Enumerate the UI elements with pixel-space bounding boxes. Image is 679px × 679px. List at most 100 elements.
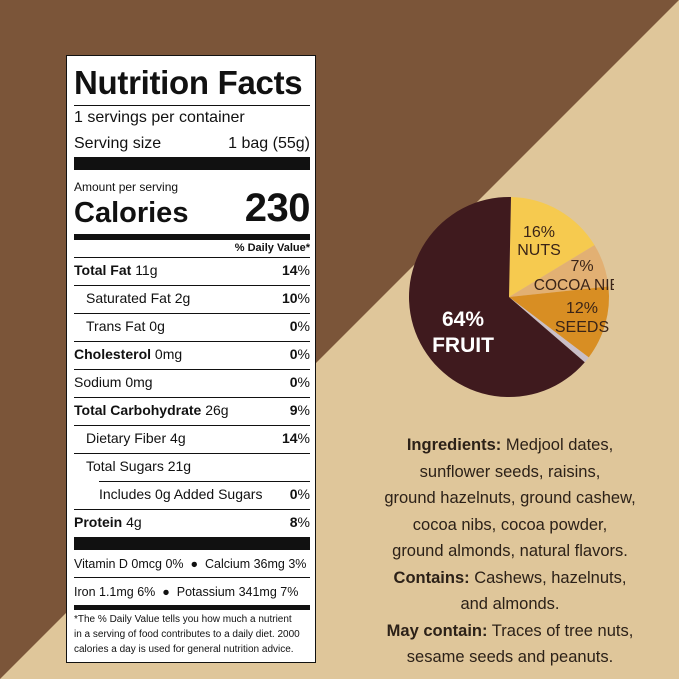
divider-thick: [74, 537, 310, 550]
divider: [74, 313, 310, 314]
nutrient-amount: 21g: [167, 458, 192, 474]
nutrient-row-trans-fat: Trans Fat 0g: [86, 318, 322, 334]
nutrient-label: Total Carbohydrate: [74, 402, 202, 418]
nutrient-row-protein: Protein 4g 8%: [74, 514, 310, 530]
ingredients-line-4: cocoa nibs, cocoa powder,: [412, 515, 608, 534]
nutrient-row-added-sugars: Includes 0g Added Sugars: [99, 486, 310, 502]
pie-slice-fruit: [409, 197, 585, 397]
pie-label-cocoa-value: 7%: [570, 258, 593, 275]
nutrient-label: Total Sugars: [86, 458, 164, 474]
ingredients-text: Medjool dates,: [501, 436, 614, 454]
divider: [99, 481, 310, 482]
contains-line-2: and almonds.: [460, 595, 560, 613]
footnote-line-3: calories a day is used for general nutri…: [74, 644, 294, 655]
percent-sign: %: [297, 402, 310, 418]
footnote-line-1: *The % Daily Value tells you how much a …: [74, 614, 292, 625]
divider-medium: [74, 605, 310, 610]
may-contain-line-2: sesame seeds and peanuts.: [406, 648, 614, 666]
divider: [74, 509, 310, 510]
ingredients-block: Ingredients: Medjool dates, sunflower se…: [362, 432, 658, 671]
nutrient-label: Trans Fat: [86, 318, 146, 334]
nutrient-dv: 0: [289, 486, 298, 502]
serving-size-row: Serving size 1 bag (55g): [74, 135, 310, 153]
pie-slice-cocoa-nibs: [509, 245, 609, 297]
divider: [74, 397, 310, 398]
nutrient-label: Protein: [74, 514, 123, 530]
nutrient-amount: 4g: [126, 514, 142, 530]
nutrient-row-saturated-fat: Saturated Fat 2g: [86, 290, 322, 306]
ingredients-line-1: Ingredients: Medjool dates,: [362, 432, 658, 459]
calories-value: 230: [244, 186, 311, 230]
percent-sign: %: [297, 374, 310, 390]
contains-label: Contains:: [393, 568, 470, 587]
percent-sign: %: [297, 318, 310, 334]
percent-sign: %: [297, 430, 310, 446]
nutrient-label: Saturated Fat: [86, 290, 171, 306]
serving-size-label: Serving size: [74, 135, 162, 152]
percent-sign: %: [297, 486, 310, 502]
pie-label-fruit: FRUIT: [432, 334, 494, 357]
may-contain-line-1: May contain: Traces of tree nuts,: [362, 618, 658, 645]
nutrient-row-cholesterol: Cholesterol 0mg 0%: [74, 346, 310, 362]
nutrient-row-total-carbohydrate: Total Carbohydrate 26g 9%: [74, 402, 310, 418]
nutrient-row-total-fat: Total Fat 11g 14%: [74, 262, 310, 278]
divider: [74, 341, 310, 342]
nutrition-title: Nutrition Facts: [74, 64, 303, 101]
nutrient-dv: 0: [289, 374, 298, 390]
vitamin-line: Vitamin D 0mcg 0% ● Calcium 36mg 3%: [74, 557, 307, 571]
nutrient-dv: 9: [289, 402, 298, 418]
nutrient-dv: 14: [281, 262, 298, 278]
nutrient-amount: 11g: [135, 262, 158, 278]
nutrient-dv: 0: [289, 318, 298, 334]
serving-size-value: 1 bag (55g): [228, 135, 310, 152]
divider-thick: [74, 157, 310, 170]
nutrient-label: Sodium: [74, 374, 122, 390]
nutrient-dv-added-sugars: 0%: [74, 486, 310, 502]
nutrient-dv: 14: [281, 430, 298, 446]
percent-sign: %: [297, 346, 310, 362]
contains-line-1: Contains: Cashews, hazelnuts,: [362, 565, 658, 592]
pie-label-nuts: NUTS: [517, 242, 561, 259]
nutrient-label: Dietary Fiber: [86, 430, 167, 446]
divider: [74, 257, 310, 258]
nutrient-dv-trans-fat: 0%: [74, 318, 310, 334]
composition-pie-chart: 16% NUTS 7% COCOA NIBS 12% SEEDS 64% FRU…: [409, 197, 614, 397]
ingredients-line-5: ground almonds, natural flavors.: [392, 542, 628, 560]
pie-label-seeds-value: 12%: [566, 300, 598, 317]
divider: [74, 285, 310, 286]
contains-text: Cashews, hazelnuts,: [469, 568, 627, 587]
divider: [74, 425, 310, 426]
nutrient-dv: 0: [289, 346, 298, 362]
nutrient-label: Cholesterol: [74, 346, 152, 362]
may-contain-text: Traces of tree nuts,: [487, 621, 634, 640]
ingredients-line-2: sunflower seeds, raisins,: [419, 462, 601, 481]
divider: [74, 369, 310, 370]
pie-label-fruit-value: 64%: [442, 308, 484, 331]
nutrient-amount: 0mg: [154, 346, 183, 362]
nutrient-row-dietary-fiber: Dietary Fiber 4g: [86, 430, 322, 446]
nutrient-label: Total Fat: [74, 262, 132, 278]
pie-label-cocoa: COCOA NIBS: [534, 277, 614, 294]
servings-per-container: 1 servings per container: [74, 109, 245, 126]
may-contain-label: May contain:: [386, 621, 488, 640]
nutrient-amount: 26g: [205, 402, 229, 418]
mineral-line: Iron 1.1mg 6% ● Potassium 341mg 7%: [74, 585, 299, 599]
pie-slice-seeds: [509, 286, 609, 358]
nutrient-row-total-sugars: Total Sugars 21g: [86, 458, 322, 474]
ingredients-label: Ingredients:: [406, 436, 502, 454]
nutrition-facts-panel: Nutrition Facts 1 servings per container…: [66, 55, 316, 663]
nutrient-dv-saturated-fat: 10%: [74, 290, 310, 306]
pie-slice-other: [509, 297, 589, 363]
ingredients-line-3: ground hazelnuts, ground cashew,: [384, 489, 636, 507]
calories-row: Calories 230: [74, 186, 311, 232]
pie-slice-nuts: [509, 197, 595, 297]
nutrient-dv: 8: [289, 514, 298, 530]
footnote-line-2: in a serving of food contributes to a da…: [74, 629, 300, 640]
percent-sign: %: [297, 290, 310, 306]
nutrient-dv: 10: [281, 290, 298, 306]
nutrient-dv-dietary-fiber: 14%: [74, 430, 310, 446]
amount-per-serving: Amount per serving: [74, 180, 179, 194]
daily-value-header: % Daily Value*: [74, 242, 310, 254]
nutrient-amount: 4g: [170, 430, 186, 446]
divider: [74, 105, 310, 106]
